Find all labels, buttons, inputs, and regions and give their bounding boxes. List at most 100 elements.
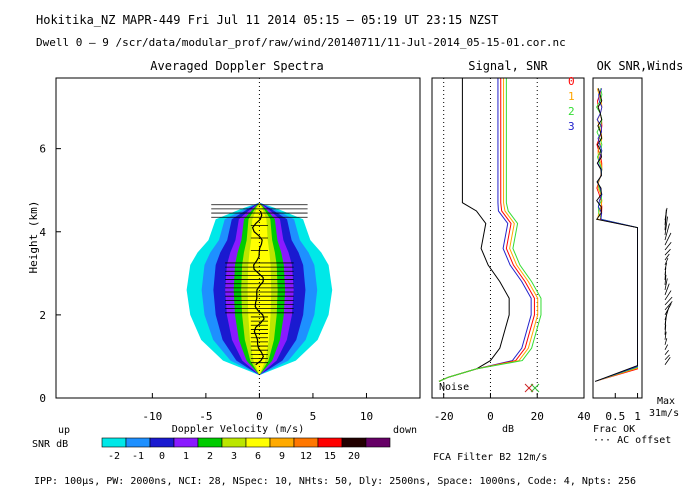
signal-x-tick-label: 40 bbox=[577, 410, 590, 423]
wind-barb bbox=[664, 262, 668, 271]
snr-legend-swatch bbox=[365, 437, 391, 448]
spectra-panel: Averaged Doppler Spectra -10 -5 0 5 10 0246 … bbox=[27, 59, 421, 462]
snr-legend-label: 2 bbox=[207, 451, 213, 462]
spectra-x-tick-label: -10 bbox=[142, 410, 162, 423]
header-title: Hokitika_NZ MAPR-449 Fri Jul 11 2014 05:… bbox=[36, 13, 498, 27]
snr-legend-label: -2 bbox=[108, 451, 120, 462]
noise-label: Noise bbox=[439, 382, 469, 393]
frac-ok-label: Frac OK bbox=[593, 424, 635, 435]
signal-frame bbox=[431, 77, 585, 399]
snr-legend-label: 0 bbox=[159, 451, 165, 462]
snr-legend-label: 3 bbox=[231, 451, 237, 462]
spectra-x-tick-label: 5 bbox=[310, 410, 317, 423]
wind-barb bbox=[664, 253, 670, 261]
signal-lines bbox=[438, 78, 542, 382]
ac-offset-label: ··· AC offset bbox=[593, 435, 671, 446]
ok-series-label: 2 bbox=[568, 105, 575, 118]
snr-legend-swatch bbox=[293, 437, 319, 448]
ok-x-tick-label: 1 bbox=[634, 410, 641, 423]
snr-legend-label: 20 bbox=[348, 451, 360, 462]
spectra-y-tick-label: 6 bbox=[39, 143, 46, 156]
spectra-y-tick-label: 2 bbox=[39, 309, 46, 322]
snr-legend-swatch bbox=[221, 437, 247, 448]
signal-grid bbox=[443, 78, 538, 398]
signal-cross-markers bbox=[524, 383, 540, 393]
wind-barb bbox=[664, 207, 668, 221]
header-path: Dwell 0 — 9 /scr/data/modular_prof/raw/w… bbox=[36, 36, 566, 49]
spectra-y-tick-label: 4 bbox=[39, 226, 46, 239]
spectra-up-note: up bbox=[58, 425, 70, 436]
spectra-x-tick-label: 10 bbox=[360, 410, 373, 423]
ok-series-label: 1 bbox=[568, 90, 575, 103]
footer-params: IPP: 100µs, PW: 2000ns, NCI: 28, NSpec: … bbox=[34, 476, 636, 487]
snr-legend-label: 9 bbox=[279, 451, 285, 462]
signal-panel: Signal, SNR -20 0 20 40 Noise dB FCA Filter… bbox=[431, 59, 591, 463]
wind-barb bbox=[664, 283, 670, 296]
signal-x-tick-label: -20 bbox=[434, 410, 454, 423]
snr-legend-swatch bbox=[197, 437, 223, 448]
signal-title: Signal, SNR bbox=[468, 59, 548, 73]
signal-line bbox=[438, 78, 542, 382]
signal-x-tick-label: 20 bbox=[531, 410, 544, 423]
snr-legend-swatch bbox=[317, 437, 343, 448]
spectra-contour-level bbox=[247, 202, 272, 376]
snr-legend-label: -1 bbox=[132, 451, 144, 462]
snr-legend-swatch bbox=[101, 437, 127, 448]
signal-line bbox=[438, 78, 535, 382]
wind-barb bbox=[664, 216, 668, 236]
spectra-down-note: down bbox=[393, 425, 417, 436]
wind-barb bbox=[664, 274, 667, 286]
wind-barb bbox=[664, 331, 667, 340]
wind-barb bbox=[664, 338, 668, 345]
spectra-y-tick-label: 0 bbox=[39, 392, 46, 405]
spectra-x-ticks: -10 -5 0 5 10 bbox=[142, 393, 373, 423]
wind-barb bbox=[664, 350, 669, 356]
snr-legend-swatch bbox=[245, 437, 271, 448]
snr-legend-swatch bbox=[125, 437, 151, 448]
wind-barb bbox=[664, 344, 669, 350]
signal-x-tick-label: 0 bbox=[487, 410, 494, 423]
signal-x-ticks: -20 0 20 40 bbox=[434, 393, 591, 423]
wind-max-label: Max bbox=[657, 396, 675, 407]
wind-barb bbox=[664, 278, 668, 291]
spectra-contours bbox=[186, 202, 333, 376]
ok-x-tick-label: 0.5 bbox=[605, 410, 625, 423]
snr-legend bbox=[101, 437, 391, 448]
snr-legend-swatch bbox=[149, 437, 175, 448]
spectra-frame bbox=[55, 77, 421, 399]
wind-barb bbox=[664, 257, 669, 266]
wind-max-value: 31m/s bbox=[649, 408, 679, 419]
wind-barb bbox=[664, 241, 672, 251]
wind-barb bbox=[664, 303, 672, 316]
okwinds-title: OK SNR,Winds bbox=[597, 59, 684, 73]
snr-legend-label: 15 bbox=[324, 451, 336, 462]
cross-mark bbox=[530, 383, 540, 393]
snr-legend-labels: -2 -1 0 1 2 3 6 9 12 15 20 bbox=[108, 451, 360, 462]
wind-barbs bbox=[664, 207, 673, 365]
signal-line bbox=[438, 78, 539, 382]
spectra-title: Averaged Doppler Spectra bbox=[150, 59, 323, 73]
ok-line bbox=[595, 88, 638, 382]
snr-legend-label: 1 bbox=[183, 451, 189, 462]
snr-legend-swatch bbox=[173, 437, 199, 448]
wind-barb bbox=[664, 223, 670, 241]
signal-xlabel: dB bbox=[502, 424, 514, 435]
spectra-x-tick-label: -5 bbox=[199, 410, 212, 423]
ok-series-label: 3 bbox=[568, 120, 575, 133]
spectra-ylabel: Height (km) bbox=[27, 201, 40, 274]
wind-barb bbox=[664, 290, 672, 301]
wind-barb bbox=[664, 301, 673, 311]
ok-series-label: 0 bbox=[568, 75, 575, 88]
okwinds-frame bbox=[592, 77, 643, 399]
snr-legend-swatch bbox=[269, 437, 295, 448]
wind-barb bbox=[664, 354, 670, 361]
snr-legend-label: 12 bbox=[300, 451, 312, 462]
ok-lines bbox=[595, 88, 638, 382]
spectra-y-ticks: 0 2 4 6 bbox=[39, 143, 61, 405]
snr-legend-swatch bbox=[341, 437, 367, 448]
ok-x-ticks: 0.5 1 bbox=[605, 393, 641, 423]
filter-label: FCA Filter B2 12m/s bbox=[433, 452, 547, 463]
spectra-xlabel: Doppler Velocity (m/s) bbox=[172, 424, 304, 435]
